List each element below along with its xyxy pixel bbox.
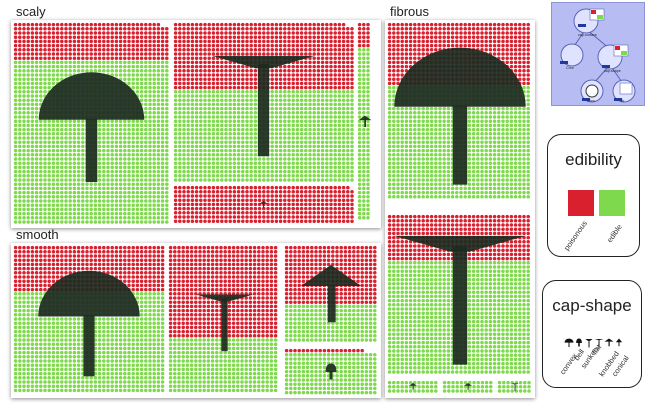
mosaic-cell[interactable] (387, 380, 439, 394)
mosaic-cell[interactable] (357, 22, 373, 222)
knobbed-cap-icon (409, 383, 417, 390)
capshape-legend: cap-shape convex bell sunken flat knobbe… (542, 280, 642, 388)
mosaic-cell[interactable] (284, 348, 378, 396)
fibrous-panel[interactable] (385, 20, 535, 398)
flat-cap-icon (394, 235, 526, 365)
capshape-icons (564, 338, 623, 348)
tree-thumbnail[interactable]: cap-surface Chnr cap-shape Chnr Ar (551, 2, 645, 106)
group-title-scaly: scaly (16, 4, 46, 19)
edible-label: edible (605, 222, 624, 245)
mosaic-cell[interactable] (387, 214, 533, 376)
convex-cap-icon (394, 47, 526, 185)
knobbed-cap-icon (300, 264, 362, 323)
mosaic-cell[interactable] (173, 185, 354, 225)
mosaic-cell[interactable] (173, 22, 354, 182)
bell-cap-icon (576, 338, 582, 347)
mosaic-cell[interactable] (168, 245, 281, 396)
knobbed-cap-icon (464, 383, 472, 390)
mosaic-cell[interactable] (387, 22, 533, 202)
group-title-fibrous: fibrous (390, 4, 430, 19)
knobbed-cap-icon (604, 338, 614, 347)
capshape-legend-title: cap-shape (552, 296, 632, 315)
flat-cap-icon (195, 294, 254, 352)
poisonous-swatch[interactable] (568, 190, 594, 216)
poisonous-label: poisonous (562, 218, 589, 253)
flat-cap-icon (212, 55, 315, 157)
group-title-smooth: smooth (16, 227, 59, 242)
flat-cap-icon (511, 383, 519, 392)
mosaic-cell[interactable] (284, 245, 378, 345)
mosaic-cell[interactable] (13, 22, 170, 226)
convex-cap-icon (38, 270, 140, 377)
edible-swatch[interactable] (599, 190, 625, 216)
knobbed-cap-icon (259, 201, 268, 208)
convex-cap-icon (38, 72, 145, 183)
sunken-cap-icon (585, 338, 593, 348)
bell-cap-icon (325, 363, 337, 380)
conical-cap-icon (615, 338, 623, 347)
mosaic-cell[interactable] (442, 380, 494, 394)
smooth-panel[interactable] (11, 243, 381, 398)
mosaic-cell[interactable] (13, 245, 165, 396)
edibility-legend: edibility poisonous edible (547, 134, 640, 257)
mosaic-cell[interactable] (497, 380, 533, 394)
scaly-panel[interactable] (11, 20, 381, 228)
knobbed-cap-icon (358, 115, 372, 128)
edibility-legend-title: edibility (565, 150, 622, 169)
tree-diagram: cap-surface Chnr cap-shape Chnr Ar (560, 8, 636, 103)
flat-cap-icon (594, 338, 604, 348)
convex-cap-icon (564, 338, 574, 348)
